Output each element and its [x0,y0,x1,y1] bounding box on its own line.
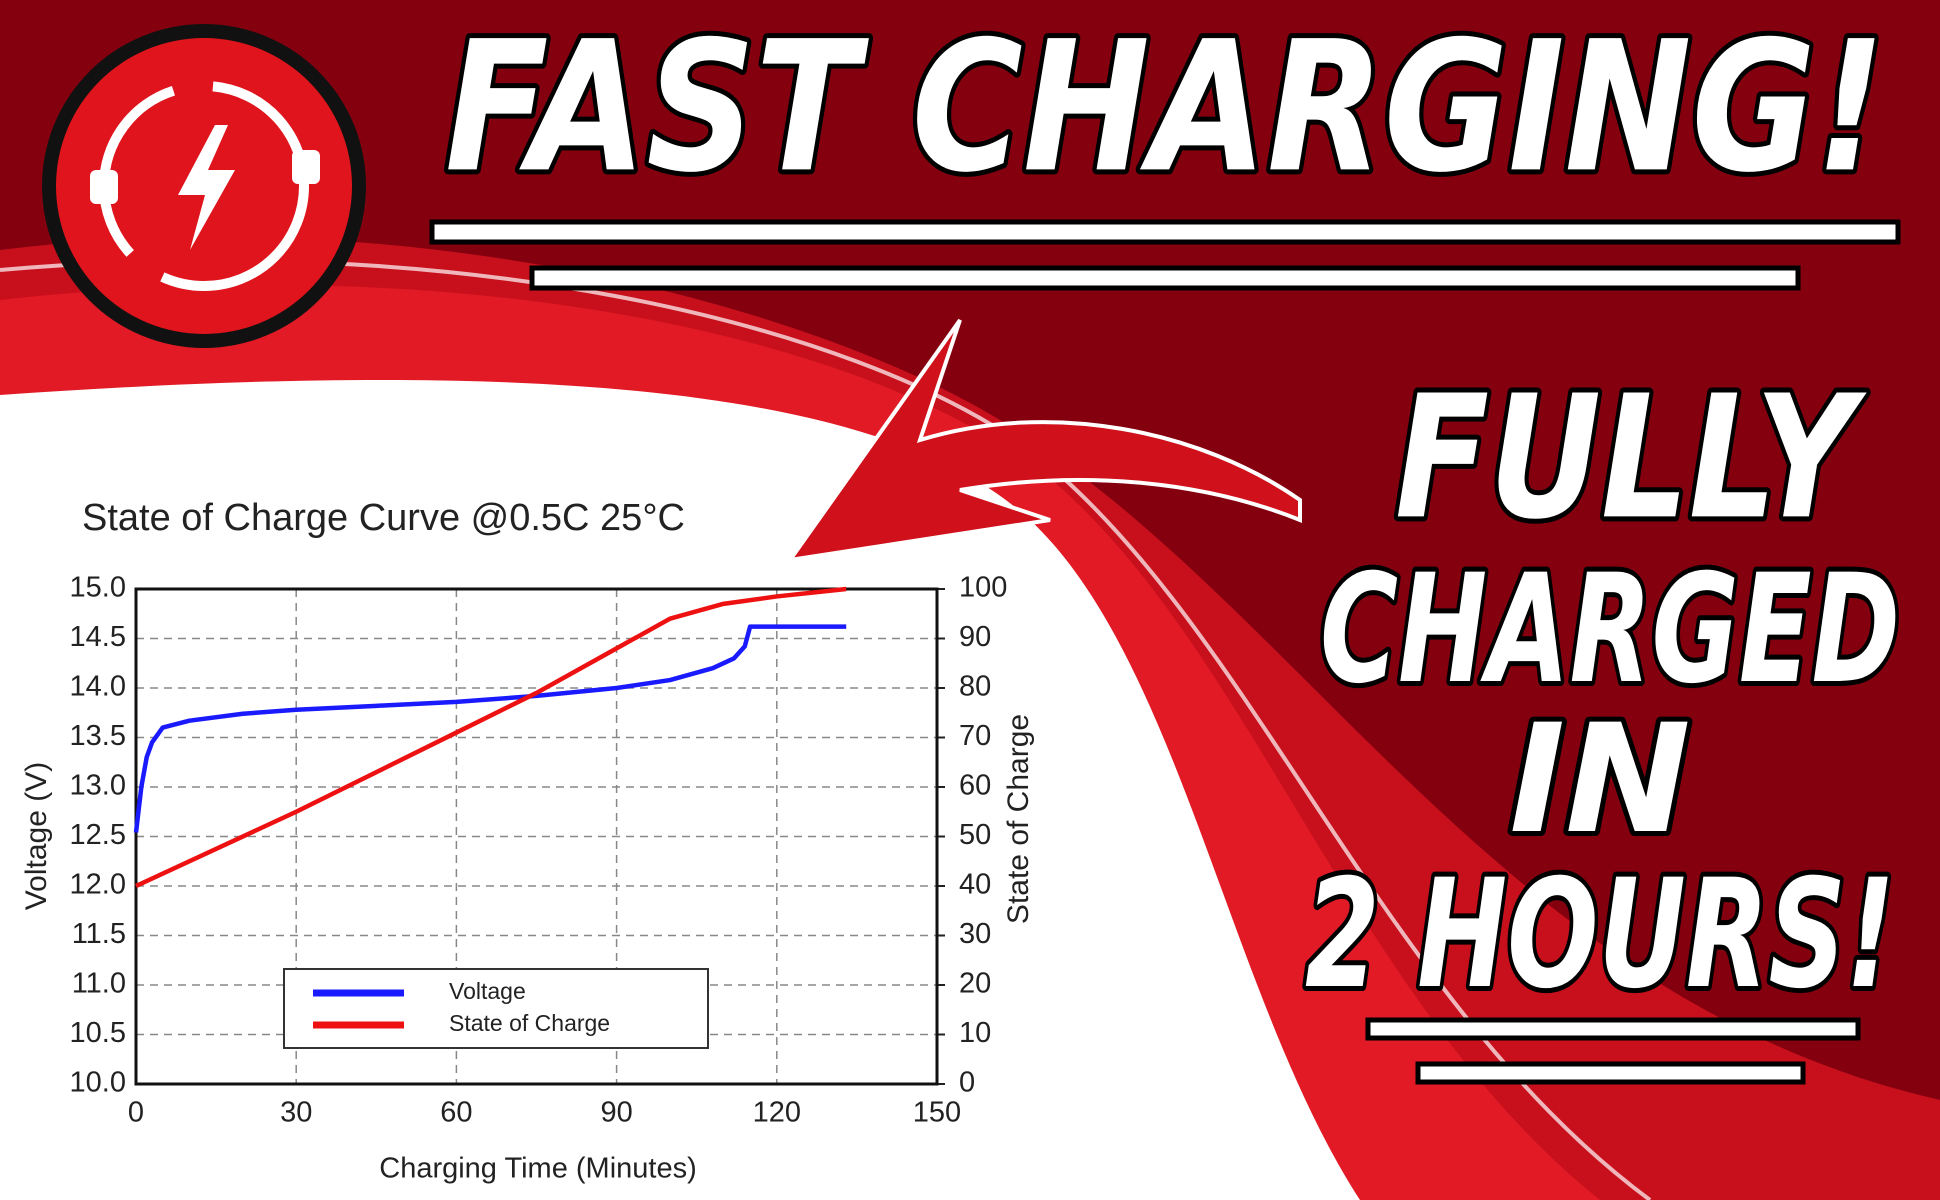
x-tick-label: 90 [600,1097,632,1129]
x-tick-label: 30 [280,1097,312,1129]
y-tick-label: 14.5 [70,621,126,653]
y2-tick-label: 10 [959,1017,991,1049]
arrow [785,318,1302,563]
y-tick-label: 13.5 [70,720,126,752]
y2-tick-label: 30 [959,918,991,950]
x-tick-label: 120 [753,1097,801,1129]
y-tick-label: 15.0 [70,572,126,604]
y-tick-label: 11.5 [72,918,126,950]
logo-bolt [178,125,235,250]
promo-line: FULLY [1395,359,1867,557]
y-tick-label: 10.0 [70,1067,126,1099]
y2-tick-label: 0 [959,1067,975,1099]
x-tick-label: 150 [913,1097,961,1129]
x-axis-label: Charging Time (Minutes) [379,1153,697,1185]
y2-tick-label: 100 [959,572,1007,604]
y-tick-label: 12.0 [70,869,126,901]
logo-plug [292,150,320,184]
promo-line: IN [1509,693,1690,867]
y2-tick-label: 20 [959,968,991,1000]
legend [283,968,709,1049]
y-tick-label: 12.5 [70,819,126,851]
chart-title: State of Charge Curve @0.5C 25°C [82,497,685,539]
x-tick-label: 0 [128,1097,144,1129]
y2-tick-label: 70 [959,720,991,752]
y-tick-label: 11.0 [72,968,126,1000]
series-line [133,624,847,833]
plot-frame [134,587,939,1086]
underline [529,265,1801,291]
y-tick-label: 10.5 [70,1017,126,1049]
y-tick-label: 14.0 [70,671,126,703]
underline [429,219,1901,245]
legend-label: State of Charge [449,1010,610,1036]
x-tick-label: 60 [440,1097,472,1129]
y2-tick-label: 80 [959,671,991,703]
y-tick-label: 13.0 [70,770,126,802]
y2-tick-label: 50 [959,819,991,851]
underline [1365,1017,1861,1041]
headline: FAST CHARGING! [445,3,1885,212]
promo-line: CHARGED [1320,543,1900,717]
logo-plug [90,170,118,204]
y-axis-label: Voltage (V) [20,762,53,910]
y2-tick-label: 60 [959,770,991,802]
promo-line: 2 HOURS! [1305,848,1895,1022]
y2-axis-label: State of Charge [1002,714,1035,924]
legend-label: Voltage [449,978,526,1004]
y2-tick-label: 40 [959,869,991,901]
y2-tick-label: 90 [959,621,991,653]
series-line [135,586,847,889]
underline [1415,1061,1806,1085]
